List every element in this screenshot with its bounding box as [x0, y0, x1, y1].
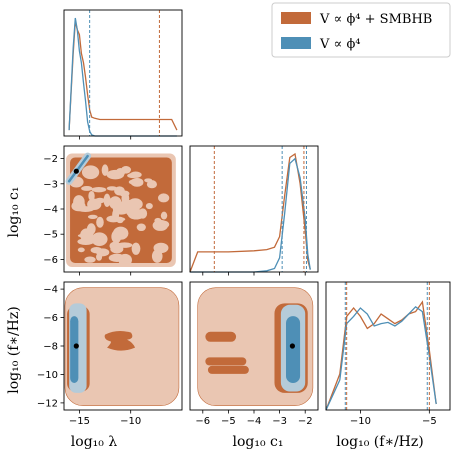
contour-hole-43 [113, 226, 129, 240]
marginal-curve-phi4-log10_c1 [190, 157, 311, 273]
x-axis-label-lambda: log₁₀ λ [71, 434, 118, 450]
y-tick-label-1-0-4: −6 [43, 255, 58, 266]
contour-hole-10 [103, 193, 111, 207]
y-axis-label-c1: log₁₀ c₁ [6, 187, 22, 238]
x-tick-label-2-1-4: −2 [298, 416, 313, 427]
panel-content-2-1 [197, 287, 314, 407]
best-fit-point-lambda-c1 [73, 168, 79, 174]
contour-hole-46 [127, 198, 143, 211]
contour-hole-61 [119, 190, 130, 197]
y-tick-label-2-0-1: −6 [43, 313, 58, 324]
contour-hole-69 [159, 220, 170, 229]
y-tick-label-1-0-1: −3 [43, 179, 58, 190]
y-tick-label-1-0-2: −4 [43, 205, 58, 216]
marginal-curve-phi4-log10_fstar [325, 305, 437, 411]
contour-68-phi4-lambda-c1 [67, 154, 89, 183]
legend-swatch-phi4 [281, 37, 311, 49]
contour-hole-49 [128, 179, 143, 185]
contour-hole-64 [145, 202, 153, 210]
best-fit-point-lambda-fstar [73, 343, 79, 349]
contour-hole-50 [87, 214, 98, 219]
contour-hole-59 [106, 186, 118, 191]
contour-68-smbhb-lambda-fstar-island [104, 331, 136, 351]
y-tick-label-1-0-3: −5 [43, 230, 58, 241]
panel-frame-1-1 [189, 145, 319, 273]
contour-68-smbhb-c1-fstar-a [205, 331, 237, 342]
marginal-curve-smbhb-log10_fstar [325, 300, 437, 411]
contour-hole-18 [91, 232, 108, 247]
contour-hole-27 [131, 242, 141, 255]
legend-swatch-smbhb [281, 12, 311, 24]
contour-hole-29 [116, 242, 133, 248]
contour-hole-38 [88, 190, 95, 201]
contour-hole-68 [96, 216, 104, 228]
contour-hole-66 [95, 197, 105, 204]
x-tick-label-2-1-0: −6 [195, 416, 210, 427]
contour-hole-57 [101, 164, 109, 176]
y-tick-label-2-0-0: −4 [43, 285, 58, 296]
x-tick-label-2-2-0: −10 [350, 416, 371, 427]
panel-frame-0-0 [63, 9, 183, 137]
marginal-curve-smbhb-log10_lambda [68, 21, 178, 131]
contour-hole-15 [158, 193, 170, 203]
panel-frame-2-2 [325, 281, 451, 411]
contour-hole-36 [136, 223, 146, 232]
contour-hole-17 [91, 187, 107, 193]
contour-68-phi4-lambda-fstar [70, 316, 79, 383]
marginal-curve-smbhb-log10_c1 [189, 152, 311, 273]
contour-hole-33 [127, 173, 138, 179]
x-tick-label-2-1-3: −3 [272, 416, 287, 427]
best-fit-point-c1-fstar [289, 343, 295, 349]
y-tick-label-2-0-4: −12 [37, 398, 58, 409]
contour-hole-54 [146, 180, 157, 189]
legend: V ∝ ϕ⁴ + SMBHB V ∝ ϕ⁴ [271, 2, 451, 58]
contour-hole-28 [86, 168, 94, 174]
contour-hole-53 [96, 248, 110, 257]
legend-label-smbhb: V ∝ ϕ⁴ + SMBHB [319, 12, 432, 27]
y-tick-label-2-0-3: −10 [37, 370, 58, 381]
x-tick-label-2-0-1: −10 [120, 416, 141, 427]
y-tick-label-2-0-2: −8 [43, 342, 58, 353]
contour-68-phi4-c1-fstar [286, 316, 301, 383]
legend-box [271, 2, 451, 58]
x-axis-label-fstar: log₁₀ (f∗/Hz) [336, 434, 423, 450]
contour-68-smbhb-c1-fstar-b [205, 357, 247, 366]
contour-hole-37 [77, 247, 85, 253]
contour-68-smbhb-c1-fstar-c [207, 365, 249, 374]
contour-hole-65 [80, 228, 94, 242]
contour-hole-62 [138, 208, 148, 219]
x-tick-label-2-1-1: −5 [221, 416, 236, 427]
contour-hole-44 [118, 253, 132, 267]
y-tick-label-1-0-0: −2 [43, 154, 58, 165]
x-tick-label-2-2-1: −5 [422, 416, 437, 427]
contour-hole-58 [108, 216, 126, 222]
contour-hole-63 [151, 249, 163, 263]
contour-hole-47 [112, 203, 130, 215]
contour-hole-51 [160, 211, 168, 220]
contour-hole-13 [81, 186, 93, 191]
y-axis-label-fstar: log₁₀ (f∗/Hz) [6, 306, 22, 393]
legend-label-phi4: V ∝ ϕ⁴ [319, 37, 361, 52]
x-tick-label-2-1-2: −4 [247, 416, 262, 427]
contour-hole-45 [106, 169, 125, 180]
x-axis-label-c1: log₁₀ c₁ [233, 434, 284, 450]
panel-content-2-0 [64, 287, 180, 407]
x-tick-label-2-0-0: −15 [69, 416, 90, 427]
panel-content-1-0 [65, 152, 176, 267]
contour-hole-8 [84, 256, 96, 263]
contour-hole-48 [73, 195, 85, 209]
